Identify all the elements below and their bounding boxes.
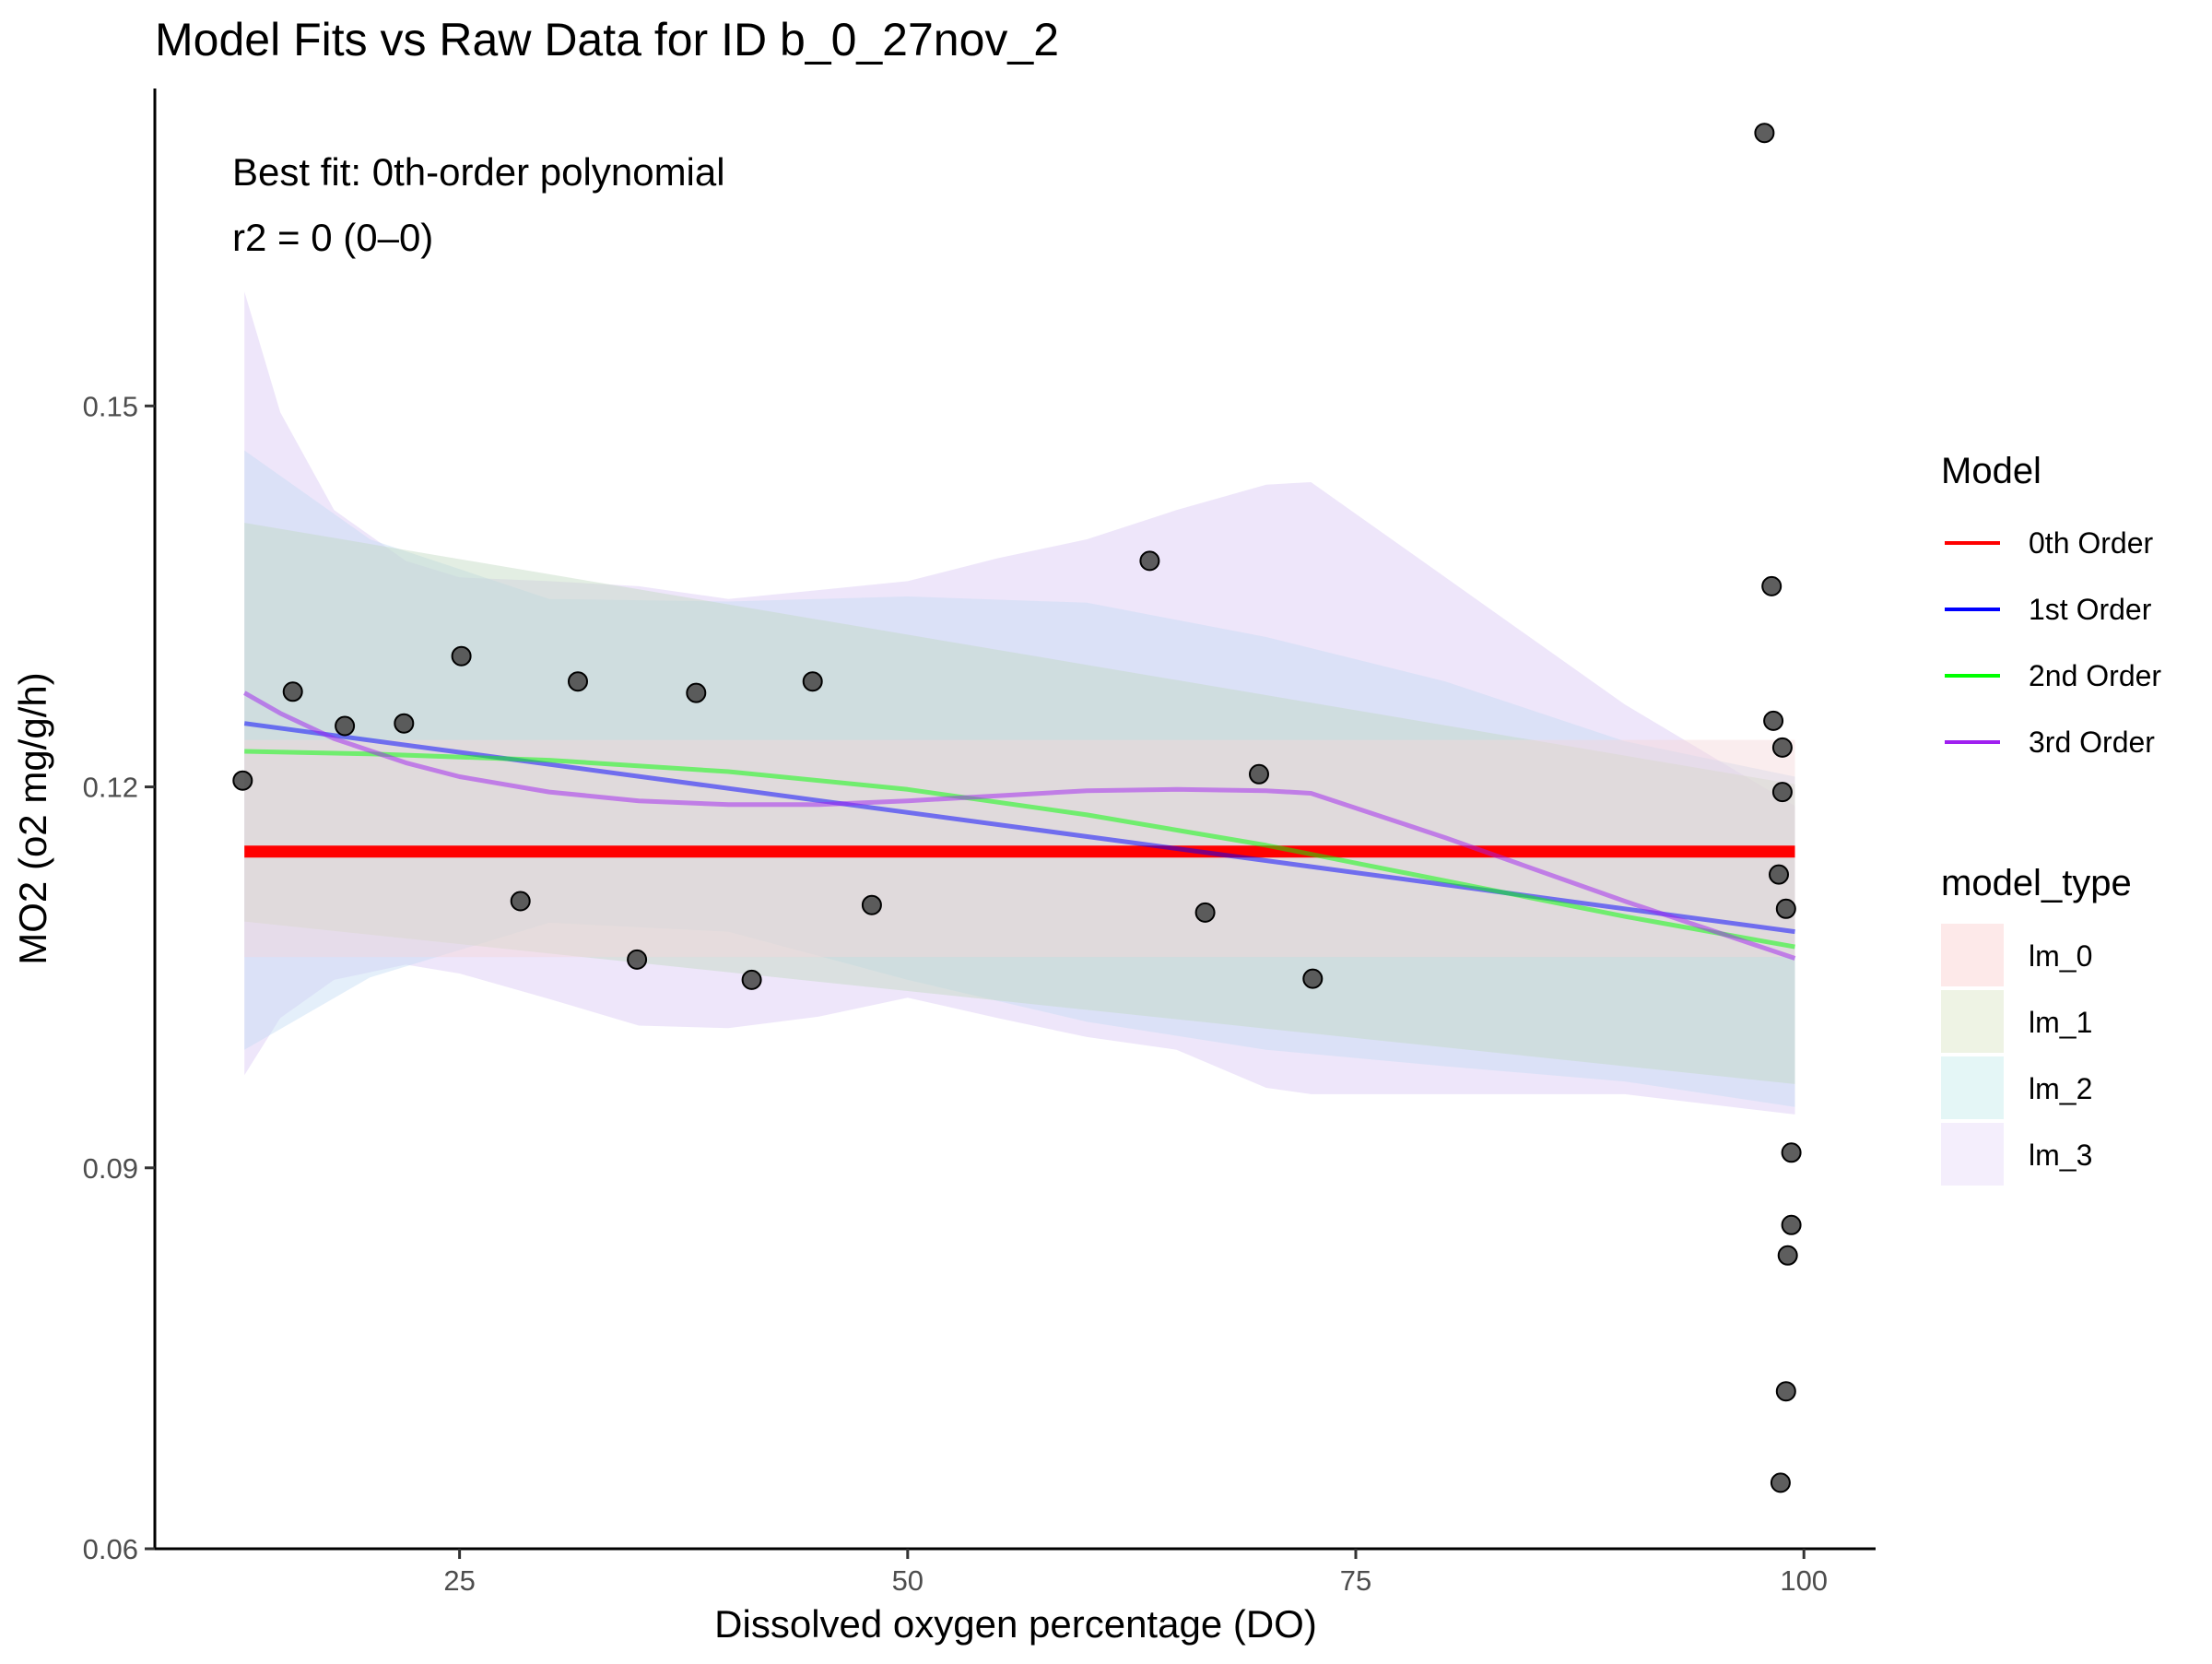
data-point bbox=[741, 969, 762, 990]
y-tick-label: 0.15 bbox=[83, 390, 138, 422]
legend-entry-label: 1st Order bbox=[2029, 593, 2152, 626]
plot-area bbox=[232, 123, 1802, 1493]
x-tick-label: 25 bbox=[443, 1564, 475, 1597]
data-point bbox=[802, 671, 823, 692]
data-point bbox=[1302, 968, 1324, 989]
legend-entry-label: 3rd Order bbox=[2029, 726, 2155, 759]
data-point bbox=[1761, 575, 1783, 596]
data-point bbox=[1763, 710, 1784, 731]
line-3rd-order bbox=[242, 690, 1796, 961]
y-tick-label: 0.09 bbox=[83, 1152, 138, 1185]
model-fit-lines bbox=[242, 690, 1796, 961]
data-point bbox=[394, 713, 415, 734]
data-point bbox=[686, 682, 707, 703]
line-2nd-order bbox=[244, 749, 1795, 950]
legend-entry-label: lm_1 bbox=[2029, 1006, 2092, 1039]
data-point bbox=[568, 671, 588, 692]
data-point bbox=[861, 894, 882, 915]
data-point bbox=[1770, 1472, 1791, 1493]
x-axis-label: Dissolved oxygen percentage (DO) bbox=[714, 1602, 1317, 1646]
y-tick-label: 0.12 bbox=[83, 772, 138, 804]
data-point bbox=[451, 645, 472, 667]
legend-entry-label: lm_2 bbox=[2029, 1072, 2092, 1105]
legend-model-type: model_type lm_0 lm_1 lm_2 lm_3 bbox=[1941, 863, 2132, 1186]
ribbon-lm-2 bbox=[244, 450, 1795, 1107]
data-point bbox=[335, 715, 356, 737]
data-point bbox=[1771, 737, 1793, 758]
ribbon-lm-3 bbox=[244, 291, 1795, 1115]
data-point bbox=[1775, 1381, 1796, 1402]
raw-data-points bbox=[232, 123, 1802, 1493]
x-axis-ticks: 25 50 75 100 bbox=[443, 1549, 1828, 1597]
chart-title: Model Fits vs Raw Data for ID b_0_27nov_… bbox=[155, 14, 1059, 65]
x-tick-label: 50 bbox=[892, 1564, 924, 1597]
annotation-best-fit: Best fit: 0th-order polynomial bbox=[232, 150, 725, 194]
legend-entry-label: 2nd Order bbox=[2029, 659, 2161, 692]
data-point bbox=[1775, 898, 1796, 919]
y-tick-label: 0.06 bbox=[83, 1533, 138, 1565]
y-axis-ticks: 0.06 0.09 0.12 0.15 bbox=[83, 390, 155, 1565]
data-point bbox=[1781, 1142, 1802, 1163]
data-point bbox=[282, 681, 303, 702]
data-point bbox=[1777, 1245, 1798, 1266]
data-point bbox=[1249, 763, 1269, 785]
legend-model-type-title: model_type bbox=[1941, 863, 2132, 903]
legend-entry-label: lm_0 bbox=[2029, 939, 2092, 973]
legend-key-swatch bbox=[1941, 924, 2004, 986]
legend-key-swatch bbox=[1941, 1056, 2004, 1119]
legend-key-swatch bbox=[1941, 1123, 2004, 1186]
x-tick-label: 100 bbox=[1780, 1564, 1828, 1597]
data-point bbox=[627, 949, 648, 970]
legend-model-title: Model bbox=[1941, 451, 2041, 491]
annotation-r2: r2 = 0 (0–0) bbox=[232, 216, 433, 259]
data-point bbox=[1754, 123, 1775, 144]
x-tick-label: 75 bbox=[1340, 1564, 1371, 1597]
legend-model: Model 0th Order 1st Order 2nd Order 3rd Ord… bbox=[1941, 451, 2161, 759]
data-point bbox=[1194, 902, 1216, 923]
legend-entry-label: 0th Order bbox=[2029, 526, 2154, 560]
y-axis-label: MO2 (o2 mg/g/h) bbox=[11, 672, 54, 964]
data-point bbox=[1781, 1214, 1802, 1235]
data-point bbox=[1769, 864, 1789, 885]
data-point bbox=[232, 770, 253, 791]
data-point bbox=[1771, 782, 1793, 803]
data-point bbox=[510, 891, 531, 912]
legend-key-swatch bbox=[1941, 990, 2004, 1053]
data-point bbox=[1139, 550, 1160, 572]
legend-entry-label: lm_3 bbox=[2029, 1139, 2092, 1172]
